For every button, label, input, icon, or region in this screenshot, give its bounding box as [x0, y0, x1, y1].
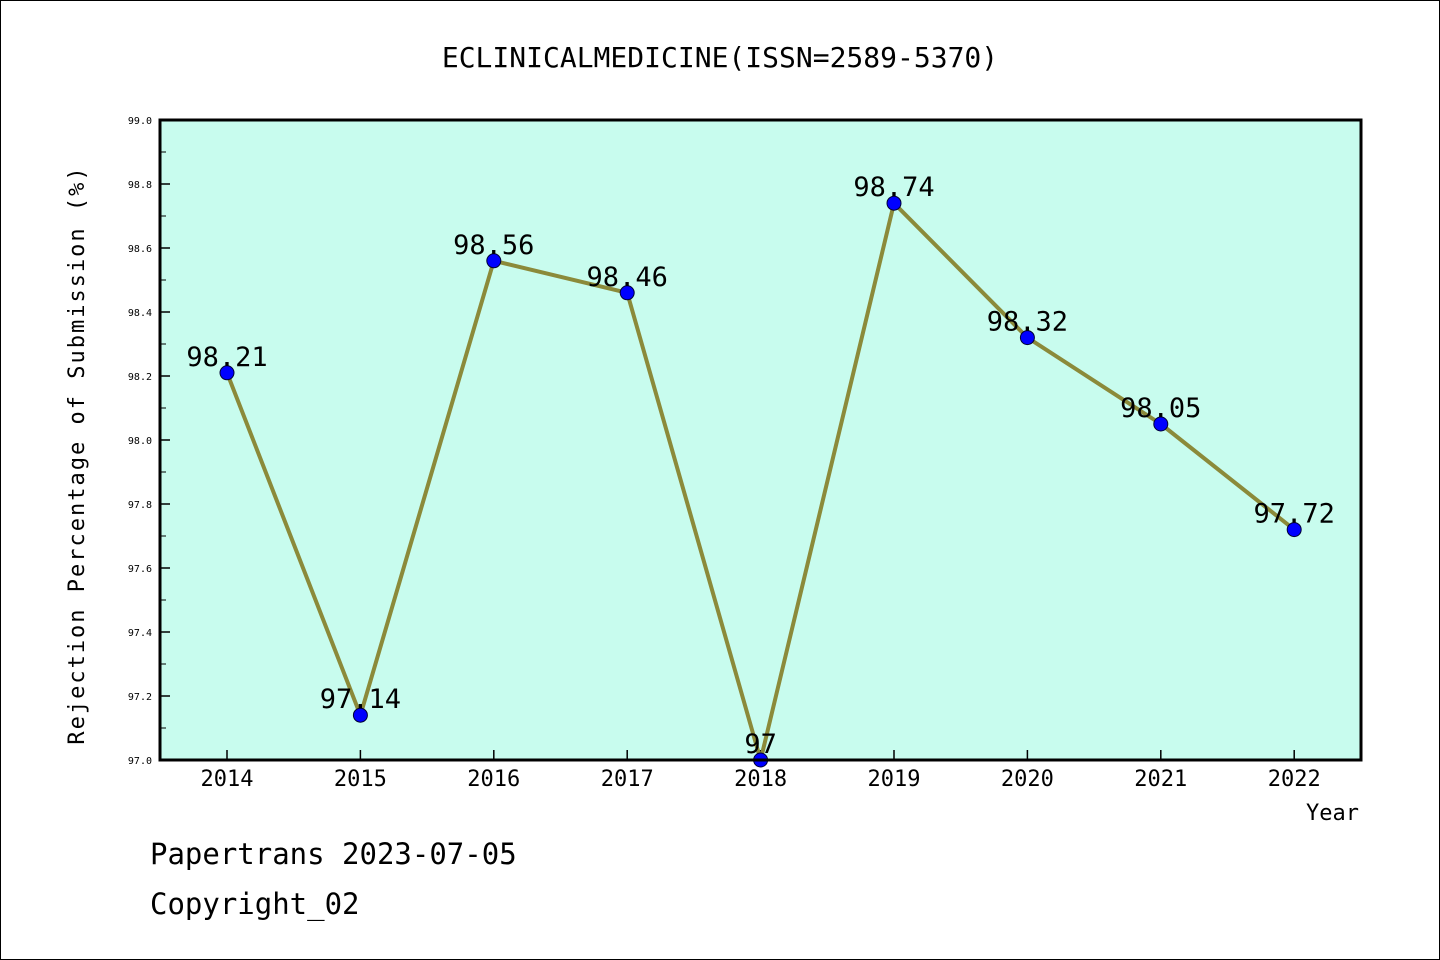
data-label: 97: [744, 729, 777, 760]
data-label: 97.72: [1254, 499, 1335, 530]
data-label: 98.21: [186, 342, 267, 373]
data-label: 98.46: [587, 262, 668, 293]
data-point: [486, 253, 502, 269]
x-tick-label: 2021: [1134, 767, 1187, 792]
data-point: [619, 285, 635, 301]
y-tick-label: 97.8: [128, 500, 152, 511]
y-tick-label: 98.6: [128, 244, 152, 255]
data-point: [1286, 522, 1302, 538]
data-point: [1153, 416, 1169, 432]
data-point: [886, 195, 902, 211]
footer-date-text: Papertrans 2023-07-05: [150, 837, 517, 871]
data-point: [219, 365, 235, 381]
y-tick-label: 98.4: [128, 308, 152, 319]
plot-area: [160, 120, 1361, 760]
x-tick-label: 2018: [734, 767, 787, 792]
x-tick-label: 2020: [1001, 767, 1054, 792]
footer-copyright-text: Copyright_02: [150, 887, 360, 922]
x-tick-label: 2014: [201, 767, 254, 792]
y-tick-label: 98.2: [128, 372, 152, 383]
y-tick-label: 98.0: [128, 436, 152, 447]
x-tick-label: 2016: [467, 767, 520, 792]
data-label: 98.05: [1120, 393, 1201, 424]
data-label: 97.14: [320, 684, 401, 715]
data-label: 98.74: [853, 172, 934, 203]
x-tick-label: 2022: [1268, 767, 1321, 792]
y-tick-label: 98.8: [128, 180, 152, 191]
chart-title: ECLINICALMEDICINE(ISSN=2589-5370): [442, 41, 998, 74]
y-tick-label: 97.2: [128, 692, 152, 703]
x-tick-label: 2017: [601, 767, 654, 792]
data-point: [1019, 330, 1035, 346]
data-label: 98.56: [453, 230, 534, 261]
data-label: 98.32: [987, 307, 1068, 338]
y-tick-label: 99.0: [128, 116, 152, 127]
y-axis-label: Rejection Percentage of Submission (%): [65, 165, 90, 744]
x-axis-label: Year: [1306, 801, 1359, 826]
plot-border: [158, 118, 1363, 762]
data-point: [352, 707, 368, 723]
y-tick-label: 97.6: [128, 564, 152, 575]
series-line-group: 98.21 97.14 98.56 98.46 97 98.74 98.32 98.05 97.…: [186, 172, 1335, 768]
y-tick-label: 97.4: [128, 628, 152, 639]
x-axis: 2014 2015 2016 2017 2018 2019 2020 2021 2022: [201, 750, 1321, 792]
x-tick-label: 2015: [334, 767, 387, 792]
x-tick-label: 2019: [868, 767, 921, 792]
y-tick-label: 97.0: [128, 756, 152, 767]
